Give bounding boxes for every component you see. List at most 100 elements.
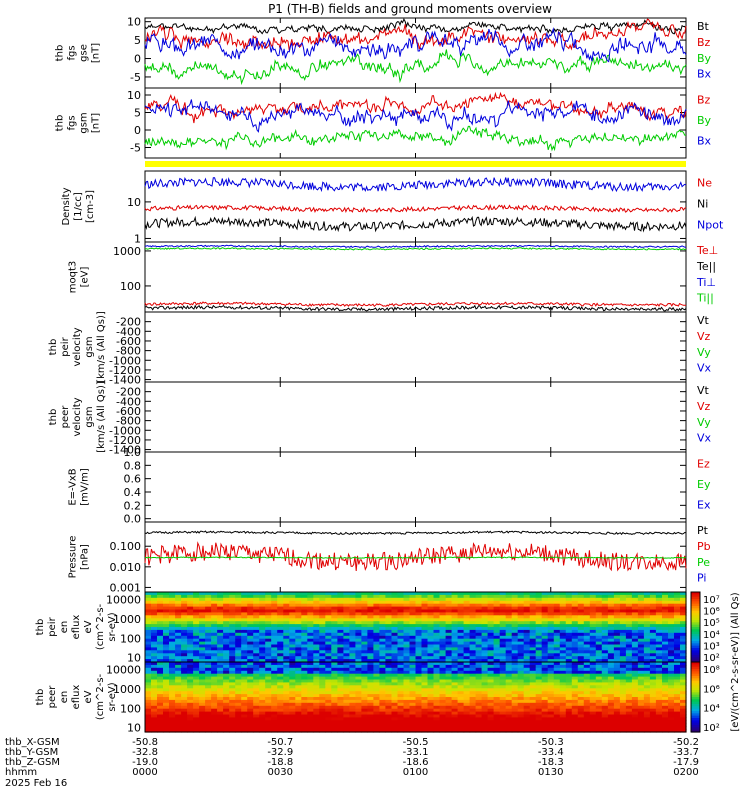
spec-cell (409, 688, 417, 692)
spec-cell (349, 600, 356, 605)
spec-cell (223, 647, 230, 651)
spec-cell (217, 667, 224, 672)
spec-cell (289, 656, 296, 660)
spec-cell (235, 694, 242, 698)
spec-cell (397, 650, 405, 654)
spec-cell (355, 621, 362, 625)
legend-Ex: Ex (697, 499, 711, 512)
spec-cell (577, 618, 585, 622)
spec-cell (535, 676, 543, 681)
spec-cell (559, 653, 567, 657)
spec-cell (481, 662, 489, 666)
spec-cell (457, 641, 465, 646)
spec-cell (463, 647, 471, 651)
spec-cell (349, 694, 356, 698)
spec-cell (619, 726, 627, 730)
spec-cell (403, 653, 411, 657)
spec-cell (451, 656, 459, 660)
spec-cell (415, 600, 423, 605)
spec-cell (211, 670, 218, 675)
spec-cell (349, 729, 356, 733)
spec-cell (631, 723, 639, 727)
spec-cell (211, 711, 218, 716)
spec-cell (337, 606, 344, 611)
spec-cell (253, 594, 260, 599)
spec-cell (259, 720, 266, 724)
colorbar-tick-label: 10⁸ (703, 665, 720, 676)
spec-cell (217, 685, 224, 689)
spec-cell (535, 720, 543, 724)
spec-cell (547, 641, 555, 646)
spec-cell (469, 679, 477, 683)
spec-cell (637, 641, 645, 646)
spec-cell (391, 612, 399, 616)
spec-cell (457, 714, 465, 718)
spec-cell (565, 644, 573, 648)
spec-cell (289, 673, 296, 678)
spec-cell (193, 711, 200, 716)
spec-cell (331, 714, 338, 718)
spec-cell (662, 679, 669, 683)
spec-cell (583, 653, 591, 657)
spec-cell (235, 603, 242, 608)
spec-cell (403, 606, 411, 611)
spec-cell (595, 597, 603, 602)
spec-cell (241, 676, 248, 681)
spec-cell (475, 600, 483, 605)
spec-cell (205, 691, 212, 695)
spec-cell (199, 635, 206, 640)
spec-cell (223, 662, 230, 666)
spec-cell (674, 694, 681, 698)
spec-cell (229, 594, 236, 599)
colorbar-cell (691, 596, 700, 600)
spec-cell (535, 702, 543, 707)
spec-cell (499, 641, 507, 646)
spec-cell (277, 708, 284, 713)
spec-cell (265, 711, 272, 716)
spec-cell (361, 653, 368, 657)
spec-cell (343, 629, 350, 634)
y-axis-label: peer (60, 405, 71, 429)
spec-cell (187, 609, 194, 613)
spec-cell (157, 705, 164, 710)
spec-cell (379, 624, 386, 628)
spec-cell (337, 670, 344, 675)
spec-cell (559, 632, 567, 637)
spec-cell (253, 656, 260, 660)
spec-cell (439, 702, 447, 707)
spec-cell (529, 603, 537, 608)
spec-cell (145, 670, 152, 675)
spec-cell (145, 635, 152, 640)
spec-cell (163, 682, 170, 686)
spec-cell (313, 638, 320, 643)
spec-cell (469, 711, 477, 716)
spec-cell (145, 705, 152, 710)
spec-cell (547, 629, 555, 634)
spec-cell (265, 635, 272, 640)
spec-cell (169, 650, 176, 654)
spec-cell (583, 664, 591, 669)
spec-cell (493, 627, 501, 631)
spec-cell (187, 624, 194, 628)
spec-cell (529, 723, 537, 727)
spec-cell (589, 694, 597, 698)
spec-cell (319, 673, 326, 678)
spec-cell (637, 685, 645, 689)
spec-cell (505, 694, 513, 698)
spec-cell (607, 612, 615, 616)
x-tick-label: 0130 (538, 767, 563, 778)
spec-cell (433, 670, 441, 675)
spec-cell (283, 691, 290, 695)
y-axis-label: thb (35, 619, 46, 636)
spec-cell (643, 612, 651, 616)
spec-cell (229, 694, 236, 698)
colorbar-tick-label: 10⁵ (703, 618, 720, 629)
spec-cell (163, 676, 170, 681)
spec-cell (307, 624, 314, 628)
spec-cell (445, 723, 453, 727)
legend-Ne: Ne (697, 177, 712, 190)
spec-cell (637, 688, 645, 692)
spec-cell (145, 664, 152, 669)
spec-cell (157, 729, 164, 733)
